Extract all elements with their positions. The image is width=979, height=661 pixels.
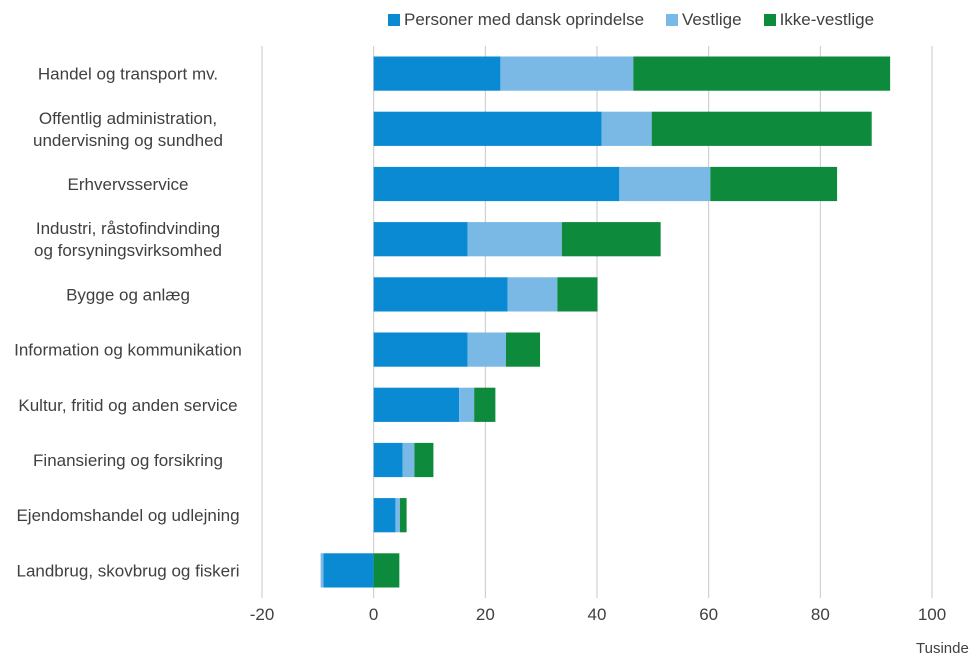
bar-segment	[710, 166, 838, 202]
bar-segment	[557, 277, 598, 312]
category-label-line: Finansiering og forsikring	[33, 451, 223, 470]
bar-segment	[414, 442, 434, 478]
category-label: Bygge og anlæg	[66, 285, 190, 304]
category-label-line: Kultur, fritid og anden service	[18, 396, 237, 415]
category-label-line: og forsyningsvirksomhed	[34, 241, 222, 260]
bar-segment	[467, 222, 562, 257]
bar-segment	[399, 498, 407, 533]
x-tick-label: 60	[699, 605, 718, 624]
category-label-line: Landbrug, skovbrug og fiskeri	[16, 561, 239, 580]
bar-segment	[373, 332, 468, 367]
category-label: Erhvervsservice	[68, 175, 189, 194]
x-tick-label: 100	[918, 605, 946, 624]
bar-segment	[402, 442, 415, 478]
bar-segment	[373, 553, 400, 588]
bar-segment	[373, 111, 602, 146]
bar-segment	[500, 56, 634, 91]
legend-swatch-dansk	[388, 14, 400, 26]
bar-segment	[459, 387, 475, 422]
category-label-line: Erhvervsservice	[68, 175, 189, 194]
category-label: Handel og transport mv.	[38, 65, 218, 84]
bar-segment	[320, 553, 324, 588]
x-tick-label: 0	[369, 605, 378, 624]
bar-segment	[373, 56, 501, 91]
bar-segment	[474, 387, 496, 422]
legend-item-ikke-vestlige: Ikke-vestlige	[763, 10, 875, 30]
category-label-line: Industri, råstofindvinding	[36, 219, 220, 238]
bar-segment	[395, 498, 400, 533]
bar-segment	[601, 111, 652, 146]
unit-label: Tusinde	[916, 640, 969, 657]
category-labels: Handel og transport mv. Offentlig adminis…	[14, 65, 242, 581]
category-label: Offentlig administration, undervisning og…	[33, 109, 223, 150]
bar-segment	[373, 442, 403, 478]
x-tick-labels: -20 0 20 40 60 80 100	[250, 605, 946, 624]
category-label-line: Offentlig administration,	[39, 109, 217, 128]
category-label: Kultur, fritid og anden service	[18, 396, 237, 415]
bar-segment	[561, 222, 661, 257]
bar-segment	[505, 332, 541, 367]
x-tick-label: 20	[476, 605, 495, 624]
bar-segment	[373, 222, 468, 257]
bar-segment	[619, 166, 711, 202]
category-label: Industri, råstofindvinding og forsyningsv…	[34, 219, 222, 260]
category-label: Information og kommunikation	[14, 341, 242, 360]
x-tick-label: -20	[250, 605, 275, 624]
bar-segment	[373, 387, 460, 422]
bar-segment	[633, 56, 891, 91]
legend-swatch-vestlige	[666, 14, 679, 26]
bar-segment	[373, 166, 620, 202]
bar-segment	[467, 332, 506, 367]
category-label-line: Handel og transport mv.	[38, 65, 218, 84]
legend-label-dansk: Personer med dansk oprindelse	[404, 10, 645, 29]
category-label-line: undervisning og sundhed	[33, 131, 223, 150]
bar-segment	[373, 498, 396, 533]
bar-series	[320, 56, 891, 588]
category-label: Ejendomshandel og udlejning	[16, 506, 239, 525]
chart-legend: Personer med dansk oprindelse Vestlige I…	[388, 10, 896, 30]
bar-segment	[651, 111, 872, 146]
x-tick-label: 80	[811, 605, 830, 624]
bar-segment	[507, 277, 558, 312]
category-label: Finansiering og forsikring	[33, 451, 223, 470]
x-tick-label: 40	[588, 605, 607, 624]
category-label-line: Bygge og anlæg	[66, 285, 190, 304]
category-label-line: Information og kommunikation	[14, 341, 242, 360]
category-label: Landbrug, skovbrug og fiskeri	[16, 561, 239, 580]
legend-swatch-ikke-vestlige	[763, 14, 776, 26]
category-label-line: Ejendomshandel og udlejning	[16, 506, 239, 525]
legend-item-dansk: Personer med dansk oprindelse	[388, 10, 644, 30]
bar-segment	[373, 277, 508, 312]
legend-item-vestlige: Vestlige	[666, 10, 742, 30]
legend-label-vestlige: Vestlige	[682, 10, 742, 29]
bar-segment	[323, 553, 374, 588]
legend-label-ikke-vestlige: Ikke-vestlige	[779, 10, 875, 29]
